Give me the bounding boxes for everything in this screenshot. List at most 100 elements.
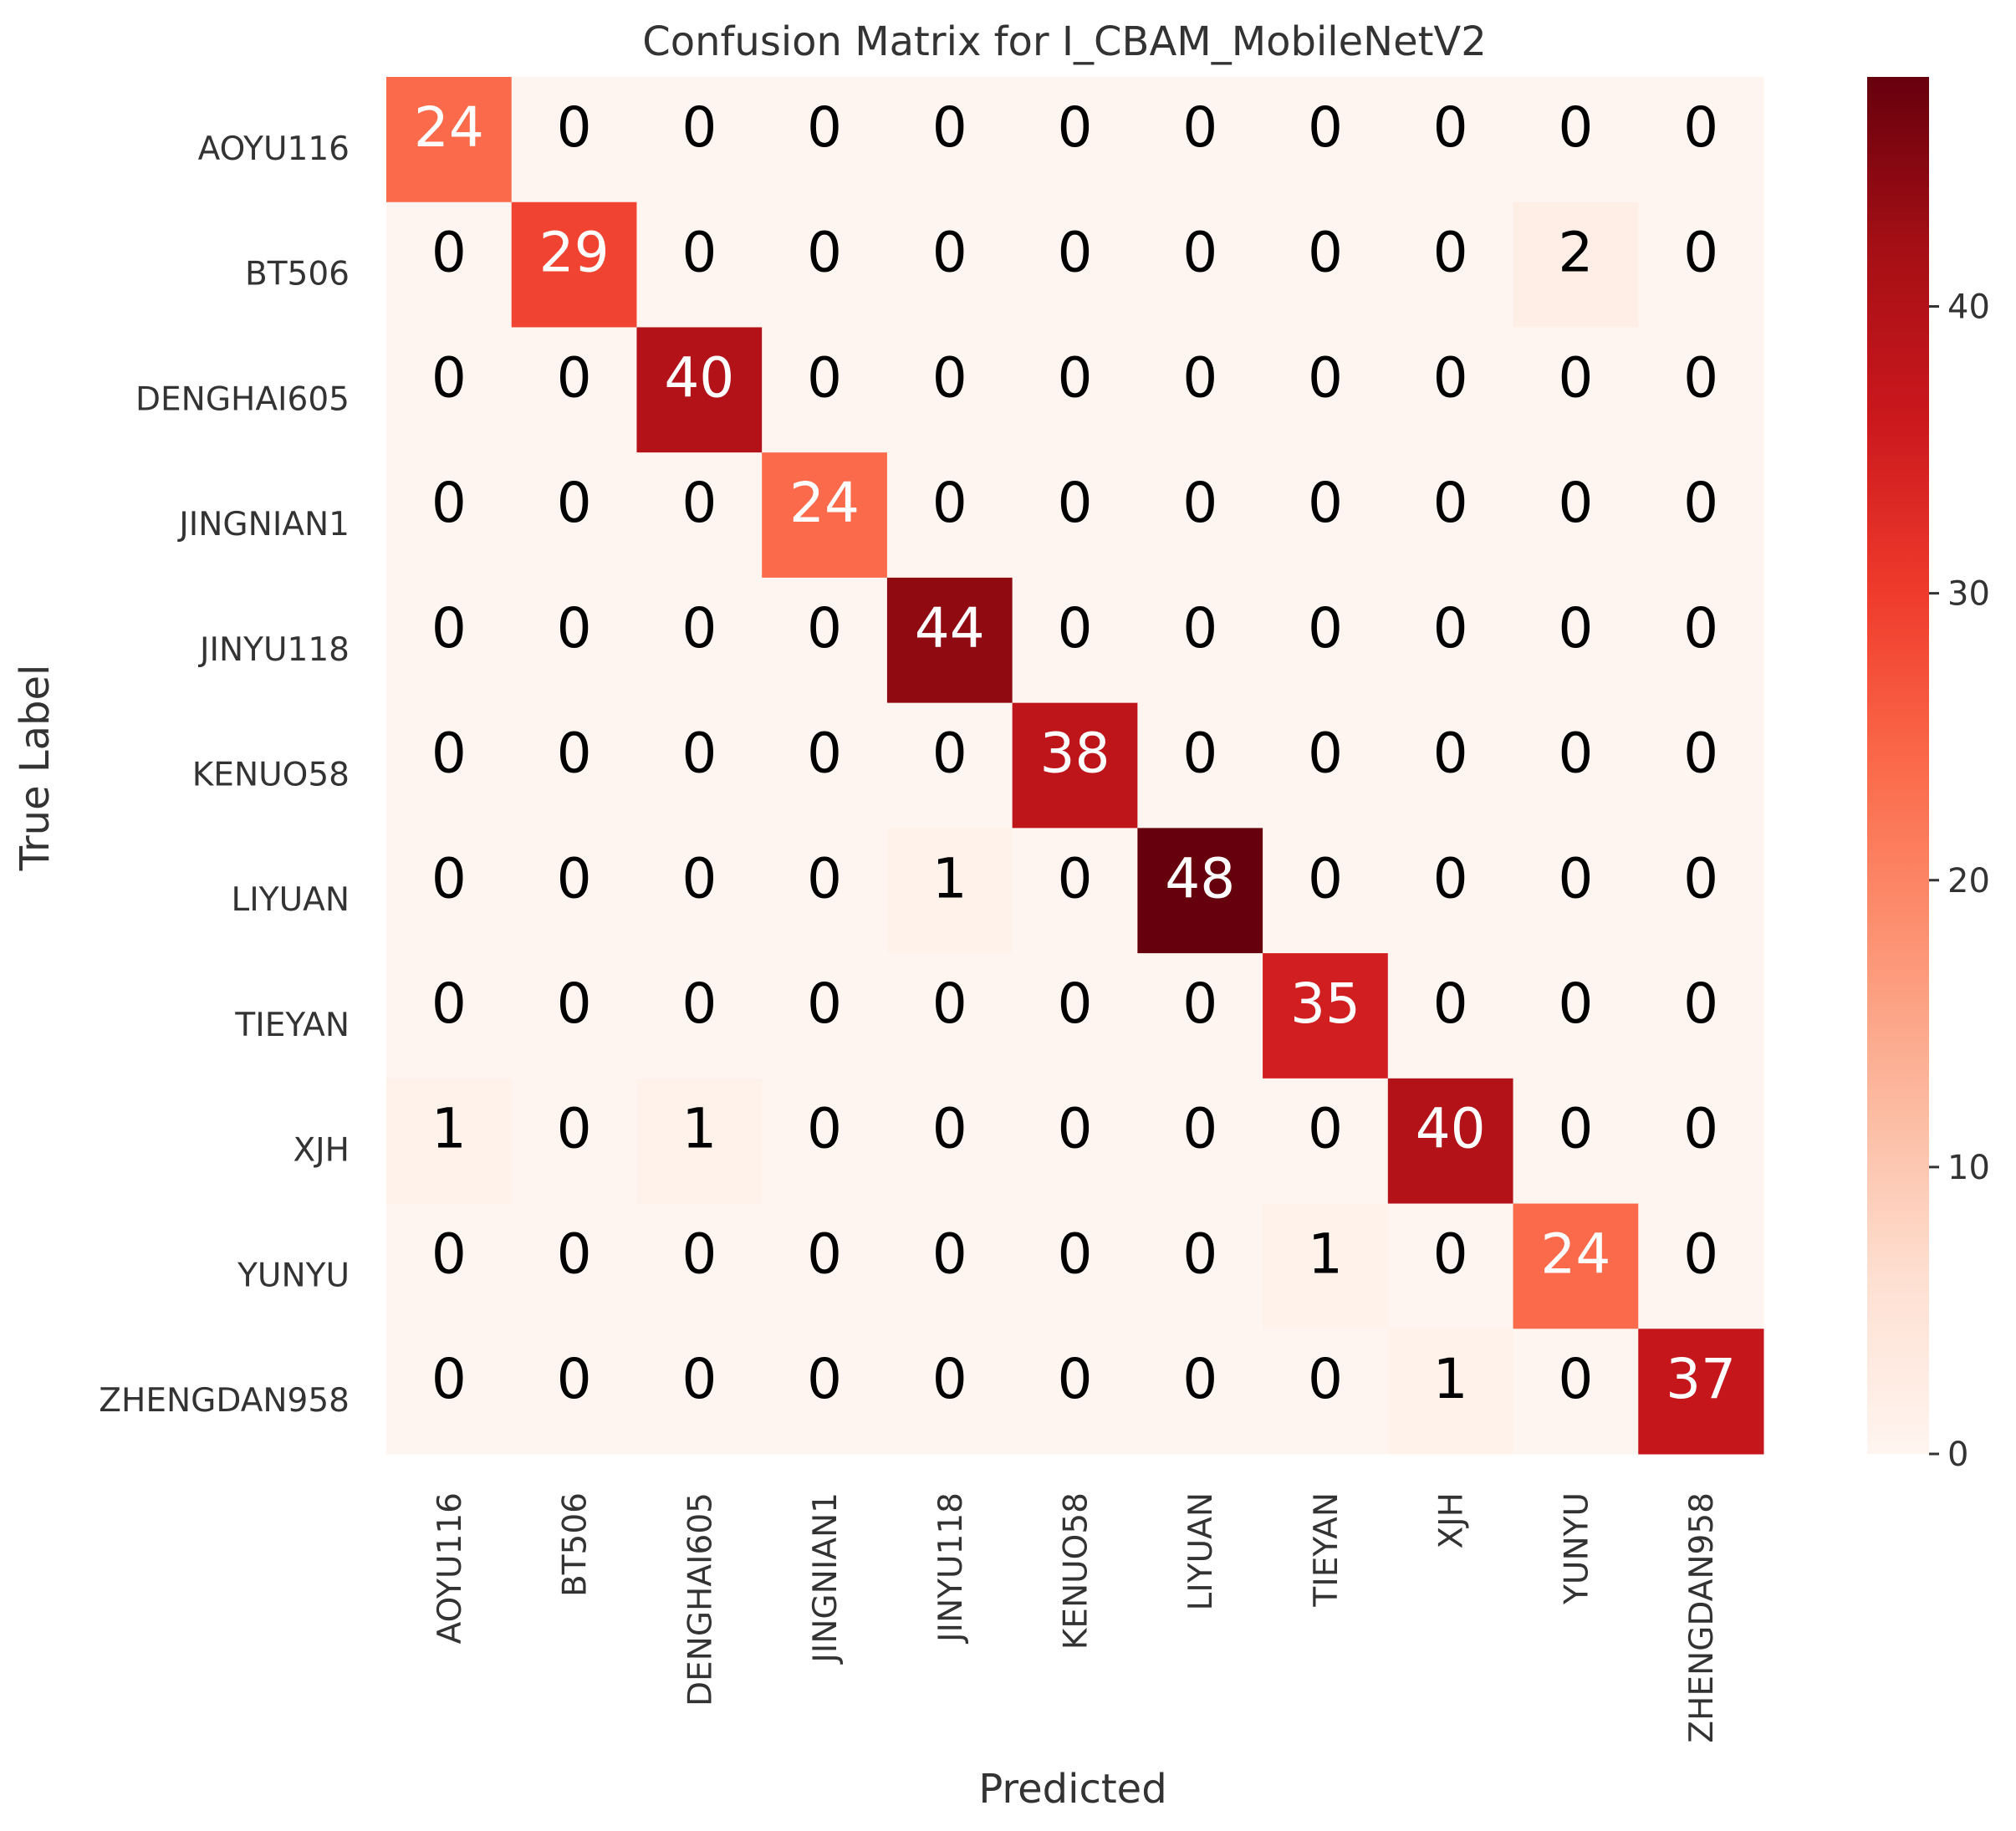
heatmap-cell [386, 828, 513, 954]
heatmap-cell [1263, 953, 1389, 1079]
heatmap-cell [1012, 77, 1138, 203]
cell-value-label: 0 [1058, 345, 1093, 410]
heatmap-cell [1638, 702, 1764, 829]
heatmap-cell [511, 1078, 637, 1205]
x-tick-label: JINYU118 [932, 1492, 970, 1645]
cell-value-label: 0 [557, 972, 592, 1036]
x-tick-label: AOYU116 [431, 1492, 469, 1644]
heatmap-cell [762, 953, 888, 1079]
cell-value-label: 0 [1058, 846, 1093, 910]
cell-value-label: 38 [1040, 722, 1110, 786]
heatmap-cell [636, 77, 763, 203]
y-tick-label: AOYU116 [198, 130, 350, 168]
cell-value-label: 0 [1308, 345, 1343, 410]
heatmap-cell [1137, 702, 1263, 829]
heatmap-cell [386, 1329, 513, 1455]
heatmap-cell [1513, 1203, 1639, 1329]
y-tick-label: JINGNIAN1 [176, 506, 350, 543]
heatmap-cell [636, 201, 763, 328]
heatmap-cell [636, 1203, 763, 1329]
heatmap-cell [1012, 702, 1138, 829]
cell-value-label: 0 [1558, 722, 1593, 786]
heatmap-cell [1638, 327, 1764, 453]
cell-value-label: 0 [431, 722, 467, 786]
cell-value-label: 0 [1433, 1222, 1468, 1286]
heatmap-cell [1638, 1203, 1764, 1329]
heatmap-cell [1513, 77, 1639, 203]
y-tick-label: YUNYU [237, 1257, 350, 1294]
heatmap-cell [1137, 953, 1263, 1079]
heatmap-cell [1638, 828, 1764, 954]
cell-value-label: 0 [1683, 345, 1718, 410]
heatmap-cell [1263, 828, 1389, 954]
cell-value-label: 0 [1182, 596, 1217, 660]
heatmap-cells [386, 77, 1764, 1455]
x-tick-label: DENGHAI605 [681, 1492, 719, 1706]
cell-value-label: 24 [1540, 1222, 1610, 1286]
heatmap-cell [1263, 702, 1389, 829]
heatmap-cell [886, 828, 1013, 954]
heatmap-cell [886, 702, 1013, 829]
cell-value-label: 0 [1182, 1222, 1217, 1286]
cell-value-label: 0 [1433, 722, 1468, 786]
cell-value-label: 0 [431, 221, 467, 285]
cell-value-label: 1 [681, 1097, 717, 1161]
cell-value-label: 0 [1433, 596, 1468, 660]
heatmap-cell [886, 77, 1013, 203]
colorbar-tick-label: 40 [1947, 288, 1990, 327]
cell-value-label: 0 [1058, 1097, 1093, 1161]
heatmap-cell [762, 828, 888, 954]
heatmap-cell [636, 702, 763, 829]
heatmap-cell [1012, 1078, 1138, 1205]
cell-value-label: 0 [431, 1222, 467, 1286]
heatmap-cell [1137, 828, 1263, 954]
cell-value-label: 0 [681, 1222, 717, 1286]
cell-value-label: 44 [915, 596, 985, 660]
heatmap-cell [1263, 577, 1389, 704]
heatmap-cell [1387, 1329, 1514, 1455]
heatmap-cell [1263, 1078, 1389, 1205]
cell-value-label: 0 [681, 722, 717, 786]
heatmap-cell [386, 452, 513, 579]
heatmap-cell-labels: 24 0 0 0 0 0 0 0 0 0 0 0 29 0 0 0 0 0 0 0 2 0 0 0 40 0 0 0 0 0 0 0 0 0 0 0 2… [414, 95, 1736, 1411]
colorbar-tick-label: 20 [1947, 862, 1990, 900]
cell-value-label: 0 [1558, 596, 1593, 660]
x-tick-label: TIEYAN [1308, 1492, 1345, 1608]
cell-value-label: 0 [681, 471, 717, 535]
heatmap-cell [1137, 1078, 1263, 1205]
cell-value-label: 0 [1558, 95, 1593, 160]
cell-value-label: 0 [1308, 1097, 1343, 1161]
cell-value-label: 0 [557, 1222, 592, 1286]
cell-value-label: 0 [557, 596, 592, 660]
cell-value-label: 37 [1666, 1347, 1736, 1411]
cell-value-label: 0 [681, 846, 717, 910]
heatmap-cell [1263, 77, 1389, 203]
x-tick-label: LIYUAN [1182, 1492, 1220, 1610]
heatmap-cell [1513, 1329, 1639, 1455]
x-tick-label: ZHENGDAN958 [1683, 1492, 1721, 1743]
cell-value-label: 0 [1433, 972, 1468, 1036]
cell-value-label: 0 [1308, 1347, 1343, 1411]
heatmap-cell [636, 577, 763, 704]
cell-value-label: 0 [932, 95, 967, 160]
cell-value-label: 0 [932, 471, 967, 535]
cell-value-label: 0 [1182, 972, 1217, 1036]
cell-value-label: 0 [681, 972, 717, 1036]
cell-value-label: 0 [1683, 1097, 1718, 1161]
colorbar [1867, 77, 1929, 1454]
cell-value-label: 0 [557, 846, 592, 910]
x-tick-label: YUNYU [1558, 1492, 1595, 1605]
cell-value-label: 35 [1290, 972, 1360, 1036]
heatmap-cell [762, 1203, 888, 1329]
heatmap-cell [386, 1078, 513, 1205]
chart-title: Confusion Matrix for I_CBAM_MobileNetV2 [642, 18, 1487, 65]
cell-value-label: 0 [1058, 1222, 1093, 1286]
heatmap-cell [1263, 452, 1389, 579]
cell-value-label: 0 [681, 95, 717, 160]
heatmap-cell [1638, 953, 1764, 1079]
heatmap-cell [511, 77, 637, 203]
heatmap-cell [1012, 1329, 1138, 1455]
heatmap-cell [1513, 452, 1639, 579]
cell-value-label: 0 [681, 221, 717, 285]
heatmap-cell [762, 327, 888, 453]
